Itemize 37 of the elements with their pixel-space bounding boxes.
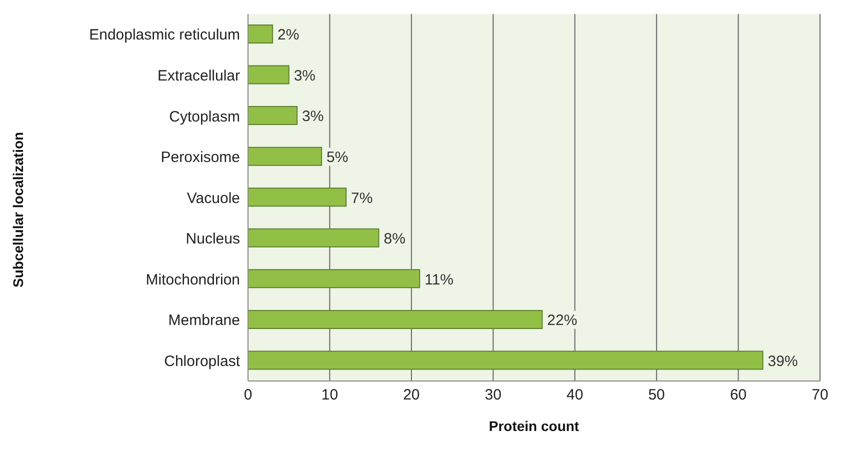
bar: [248, 146, 322, 166]
annotation: 2%: [278, 26, 300, 44]
annotation: 22%: [547, 312, 578, 330]
x-tick-label: 70: [812, 386, 828, 404]
x-tick-label: 0: [244, 386, 252, 404]
x-tick-label: 50: [648, 386, 665, 404]
bar: [248, 310, 543, 329]
annotation: 7%: [351, 190, 373, 207]
y-tick-label: Extracellular: [157, 67, 240, 84]
bar: [248, 269, 420, 288]
y-tick-label: Nucleus: [186, 230, 240, 248]
annotation: 3%: [302, 108, 324, 126]
x-tick-label: 40: [566, 386, 584, 404]
bar: [248, 65, 290, 84]
x-tick-label: 60: [730, 386, 747, 404]
y-tick-label: Vacuole: [186, 190, 240, 207]
x-tick-label: 20: [403, 386, 420, 404]
bar: [248, 188, 347, 207]
x-axis-title: Protein count: [488, 418, 580, 434]
y-tick-label: Peroxisome: [160, 149, 240, 166]
annotation: 8%: [384, 230, 406, 248]
annotation: 39%: [768, 352, 798, 370]
annotation: 5%: [326, 148, 348, 166]
bar: [248, 106, 298, 126]
y-tick-label: Endoplasmic reticulum: [89, 26, 240, 44]
x-tick-label: 30: [484, 386, 502, 404]
y-tick-label: Mitochondrion: [146, 271, 240, 288]
y-tick-label: Chloroplast: [164, 352, 241, 370]
annotation: 3%: [294, 67, 316, 84]
annotation: 11%: [424, 271, 454, 288]
bar: [248, 350, 764, 370]
bar: [248, 24, 274, 44]
bar: [248, 228, 380, 248]
x-tick-label: 10: [321, 386, 338, 404]
y-tick-label: Membrane: [168, 312, 240, 330]
y-tick-label: Cytoplasm: [169, 108, 240, 126]
y-axis-title: Subcellular localization: [10, 132, 26, 288]
